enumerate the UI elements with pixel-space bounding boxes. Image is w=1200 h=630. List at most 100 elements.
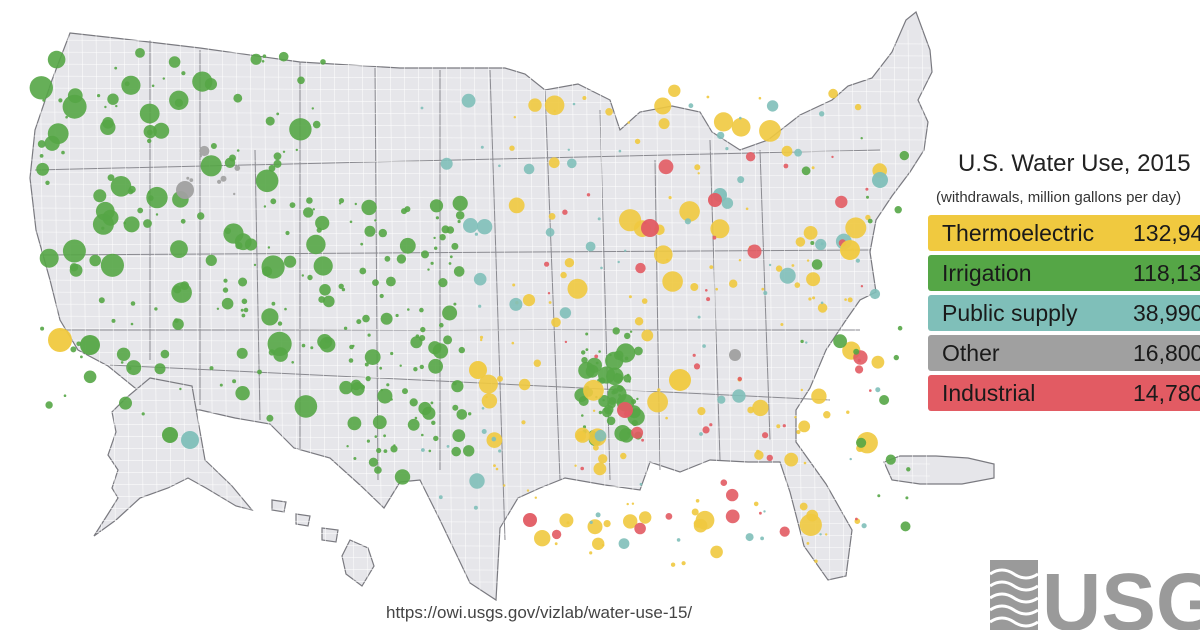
county-symbol-irrigation[interactable] [456,409,468,420]
county-symbol-public[interactable] [597,217,601,221]
county-symbol-irrigation[interactable] [374,219,377,222]
county-symbol-public[interactable] [473,505,478,510]
county-symbol-thermoelectric[interactable] [795,237,806,247]
county-symbol-public[interactable] [567,158,577,169]
county-symbol-thermoelectric[interactable] [533,359,541,367]
county-symbol-irrigation[interactable] [629,330,633,333]
county-symbol-thermoelectric[interactable] [481,393,498,409]
county-symbol-irrigation[interactable] [126,360,142,376]
county-symbol-thermoelectric[interactable] [806,259,810,262]
county-symbol-thermoelectric[interactable] [668,84,681,98]
county-symbol-thermoelectric[interactable] [710,219,730,239]
county-symbol-irrigation[interactable] [421,433,424,437]
county-symbol-irrigation[interactable] [69,263,83,277]
county-symbol-irrigation[interactable] [151,84,155,88]
county-symbol-public[interactable] [768,263,772,267]
county-symbol-irrigation[interactable] [139,103,160,124]
county-symbol-industrial[interactable] [706,297,711,302]
county-symbol-irrigation[interactable] [319,284,331,296]
county-symbol-public[interactable] [819,533,822,536]
county-symbol-irrigation[interactable] [598,366,616,384]
county-symbol-irrigation[interactable] [376,447,382,454]
county-symbol-irrigation[interactable] [200,155,222,177]
county-symbol-irrigation[interactable] [97,94,101,98]
county-symbol-irrigation[interactable] [62,239,86,263]
county-symbol-irrigation[interactable] [338,198,345,204]
county-symbol-irrigation[interactable] [853,348,860,355]
county-symbol-irrigation[interactable] [47,123,69,144]
county-symbol-public[interactable] [725,147,729,151]
county-symbol-industrial[interactable] [562,209,568,215]
county-symbol-industrial[interactable] [759,511,762,515]
county-symbol-public[interactable] [461,93,476,108]
county-symbol-irrigation[interactable] [346,445,349,448]
county-symbol-irrigation[interactable] [111,318,116,323]
county-symbol-irrigation[interactable] [130,301,136,306]
county-symbol-irrigation[interactable] [124,81,130,87]
county-symbol-public[interactable] [766,100,779,112]
county-symbol-irrigation[interactable] [162,427,178,443]
county-symbol-irrigation[interactable] [306,234,326,255]
county-symbol-irrigation[interactable] [266,414,274,422]
county-symbol-thermoelectric[interactable] [846,410,850,414]
county-symbol-irrigation[interactable] [396,254,407,264]
county-symbol-public[interactable] [509,297,523,311]
county-symbol-thermoelectric[interactable] [681,561,686,566]
county-symbol-irrigation[interactable] [261,60,265,63]
county-symbol-thermoelectric[interactable] [709,265,714,269]
county-symbol-irrigation[interactable] [222,287,229,293]
county-symbol-industrial[interactable] [635,262,646,274]
county-symbol-irrigation[interactable] [312,120,321,129]
county-symbol-thermoelectric[interactable] [823,411,831,419]
county-symbol-irrigation[interactable] [427,268,430,271]
legend-other[interactable]: Other 16,800 [928,335,1200,371]
county-symbol-public[interactable] [181,431,199,449]
county-symbol-irrigation[interactable] [603,404,614,415]
county-symbol-irrigation[interactable] [894,206,902,214]
county-symbol-thermoelectric[interactable] [566,521,570,525]
county-symbol-public[interactable] [815,238,827,251]
county-symbol-irrigation[interactable] [407,418,420,431]
county-symbol-thermoelectric[interactable] [534,530,551,547]
county-symbol-irrigation[interactable] [115,104,118,108]
county-symbol-irrigation[interactable] [631,399,637,405]
county-symbol-irrigation[interactable] [315,215,330,231]
county-symbol-industrial[interactable] [586,193,591,197]
county-symbol-irrigation[interactable] [39,154,44,158]
county-symbol-public[interactable] [684,218,692,225]
county-symbol-public[interactable] [523,163,535,175]
county-symbol-irrigation[interactable] [36,162,49,176]
county-symbol-irrigation[interactable] [429,199,444,213]
county-symbol-public[interactable] [820,242,824,246]
county-symbol-irrigation[interactable] [295,148,298,152]
county-symbol-thermoelectric[interactable] [497,375,503,382]
county-symbol-thermoelectric[interactable] [668,196,672,200]
county-symbol-industrial[interactable] [634,522,646,535]
county-symbol-industrial[interactable] [726,488,739,502]
county-symbol-public[interactable] [589,520,593,525]
county-symbol-irrigation[interactable] [360,242,364,246]
county-symbol-public[interactable] [639,482,643,486]
county-symbol-irrigation[interactable] [581,357,588,364]
county-symbol-industrial[interactable] [766,454,773,462]
county-symbol-thermoelectric[interactable] [534,496,537,499]
county-symbol-thermoelectric[interactable] [679,201,700,222]
county-symbol-thermoelectric[interactable] [548,213,556,220]
county-symbol-irrigation[interactable] [141,412,145,416]
county-symbol-irrigation[interactable] [265,116,275,126]
county-symbol-irrigation[interactable] [374,435,378,438]
county-symbol-thermoelectric[interactable] [781,145,793,157]
county-symbol-irrigation[interactable] [386,276,396,287]
county-symbol-public[interactable] [875,387,881,393]
county-symbol-thermoelectric[interactable] [854,103,862,111]
county-symbol-thermoelectric[interactable] [598,454,608,464]
county-symbol-irrigation[interactable] [383,449,388,453]
county-symbol-other[interactable] [234,165,241,171]
county-symbol-irrigation[interactable] [233,93,243,103]
county-symbol-industrial[interactable] [631,426,644,439]
county-symbol-industrial[interactable] [658,159,674,175]
county-symbol-public[interactable] [739,116,742,120]
county-symbol-public[interactable] [478,304,482,308]
county-symbol-irrigation[interactable] [614,425,631,442]
county-symbol-thermoelectric[interactable] [665,416,668,420]
